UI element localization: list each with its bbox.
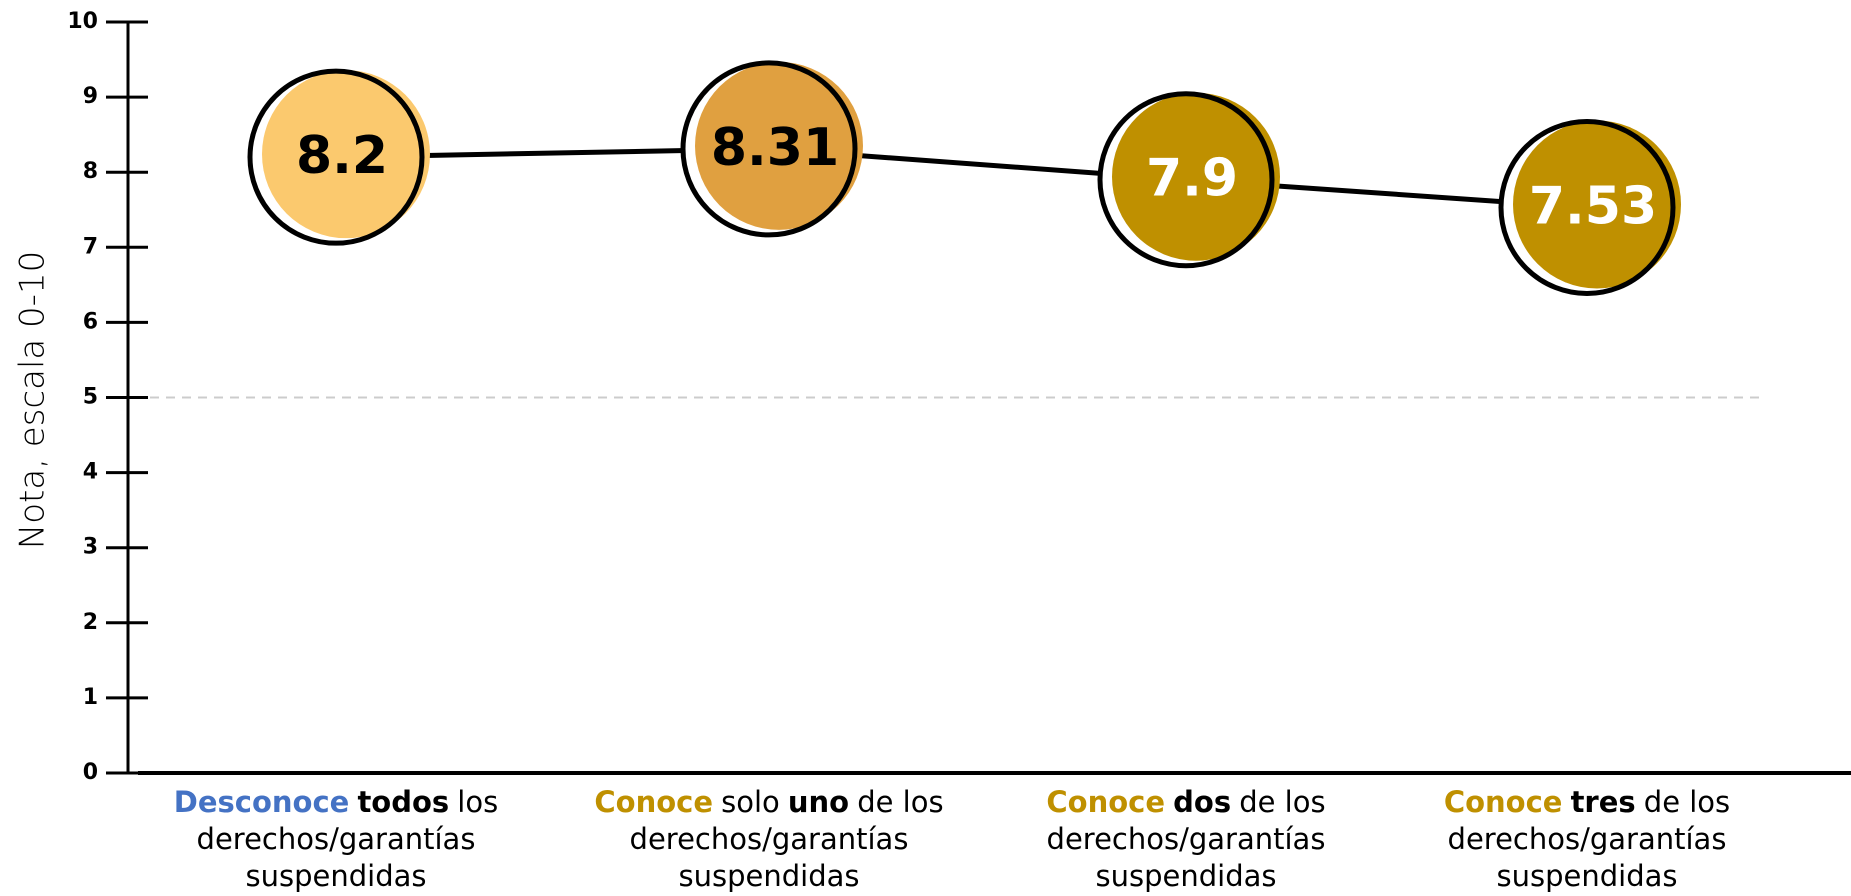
label-segment: de los derechos/garantías suspendidas <box>1046 785 1326 893</box>
label-segment: Conoce <box>594 785 714 819</box>
x-tick-label: Desconoce todos los derechos/garantías sus… <box>146 784 526 895</box>
x-tick-label: Conoce dos de los derechos/garantías suspe… <box>996 784 1376 895</box>
label-segment: dos <box>1173 785 1232 819</box>
y-tick-label: 2 <box>83 610 98 635</box>
data-line <box>335 146 1588 210</box>
label-segment: solo <box>721 785 780 819</box>
label-segment: Conoce <box>1046 785 1166 819</box>
value-label: 8.2 <box>296 126 388 186</box>
label-segment: de los derechos/garantías suspendidas <box>629 785 944 893</box>
value-label: 8.31 <box>711 118 839 178</box>
label-segment: los derechos/garantías suspendidas <box>196 785 499 893</box>
y-tick-label: 3 <box>83 535 98 560</box>
marker <box>695 61 863 230</box>
y-tick-label: 7 <box>83 234 98 259</box>
marker-outline <box>680 60 858 238</box>
label-segment: Desconoce <box>173 785 350 819</box>
marker-outline <box>1498 118 1676 296</box>
y-tick-label: 5 <box>83 385 98 410</box>
x-tick-label: Conoce solo uno de los derechos/garantías s… <box>579 784 959 895</box>
marker <box>1112 92 1280 261</box>
y-axis-title: Nota, escala 0-10 <box>13 251 53 549</box>
value-label: 7.9 <box>1146 149 1238 209</box>
y-tick-label: 1 <box>83 685 98 710</box>
label-segment: Conoce <box>1443 785 1563 819</box>
marker-outline <box>1097 91 1275 269</box>
marker-outline <box>247 68 425 246</box>
y-tick-label: 9 <box>83 84 98 109</box>
y-tick-label: 10 <box>67 9 98 34</box>
y-tick-label: 6 <box>83 309 98 334</box>
y-tick-label: 0 <box>83 760 98 785</box>
marker <box>262 70 430 239</box>
y-tick-label: 4 <box>83 460 98 485</box>
marker <box>1513 120 1681 289</box>
label-segment: tres <box>1570 785 1636 819</box>
label-segment: de los derechos/garantías suspendidas <box>1447 785 1731 893</box>
x-tick-label: Conoce tres de los derechos/garantías susp… <box>1397 784 1777 895</box>
y-tick-label: 8 <box>83 159 98 184</box>
label-segment: todos <box>357 785 450 819</box>
label-segment: uno <box>787 785 850 819</box>
value-label: 7.53 <box>1529 176 1657 236</box>
